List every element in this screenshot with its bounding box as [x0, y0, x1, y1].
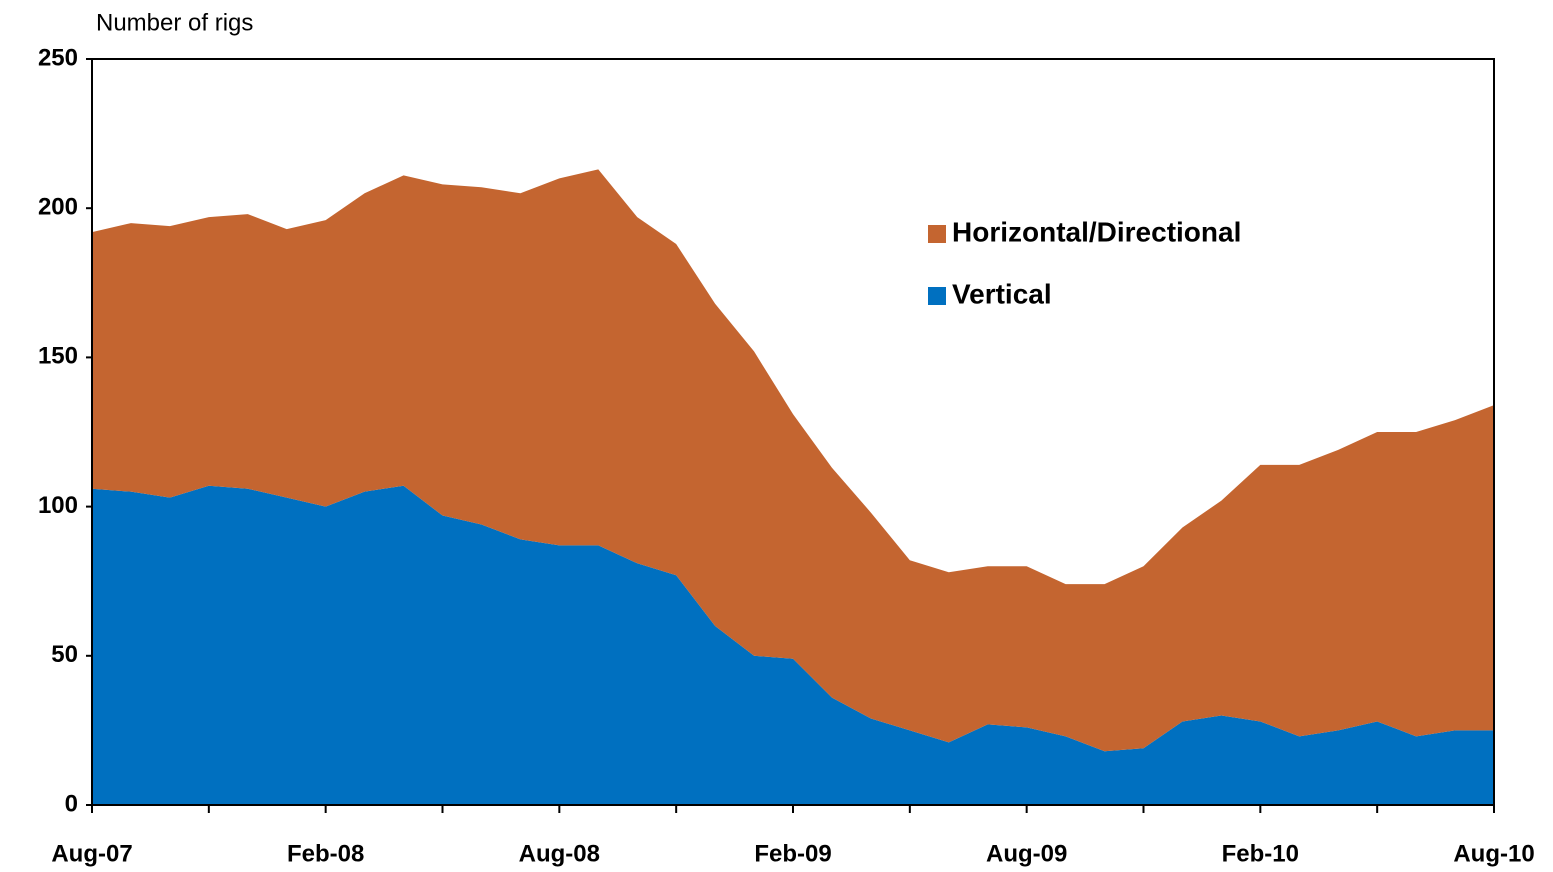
y-tick-label: 200	[38, 194, 78, 221]
y-tick-label: 100	[38, 492, 78, 519]
x-tick-label: Aug-09	[986, 840, 1067, 867]
legend-swatch	[928, 225, 946, 243]
y-tick-label: 50	[51, 641, 78, 668]
area	[92, 485, 1494, 805]
legend-label: Vertical	[952, 278, 1052, 309]
y-axis-label: Number of rigs	[96, 9, 253, 36]
y-tick-label: 250	[38, 44, 78, 71]
y-tick-label: 0	[65, 790, 78, 817]
x-tick-label: Aug-07	[51, 840, 132, 867]
x-tick-label: Aug-08	[519, 840, 600, 867]
area	[92, 169, 1494, 752]
legend-label: Horizontal/Directional	[952, 216, 1241, 247]
x-tick-label: Feb-10	[1222, 840, 1299, 867]
legend-swatch	[928, 287, 946, 305]
y-tick-label: 150	[38, 343, 78, 370]
x-tick-label: Feb-08	[287, 840, 364, 867]
x-tick-label: Aug-10	[1453, 840, 1534, 867]
x-tick-label: Feb-09	[754, 840, 831, 867]
